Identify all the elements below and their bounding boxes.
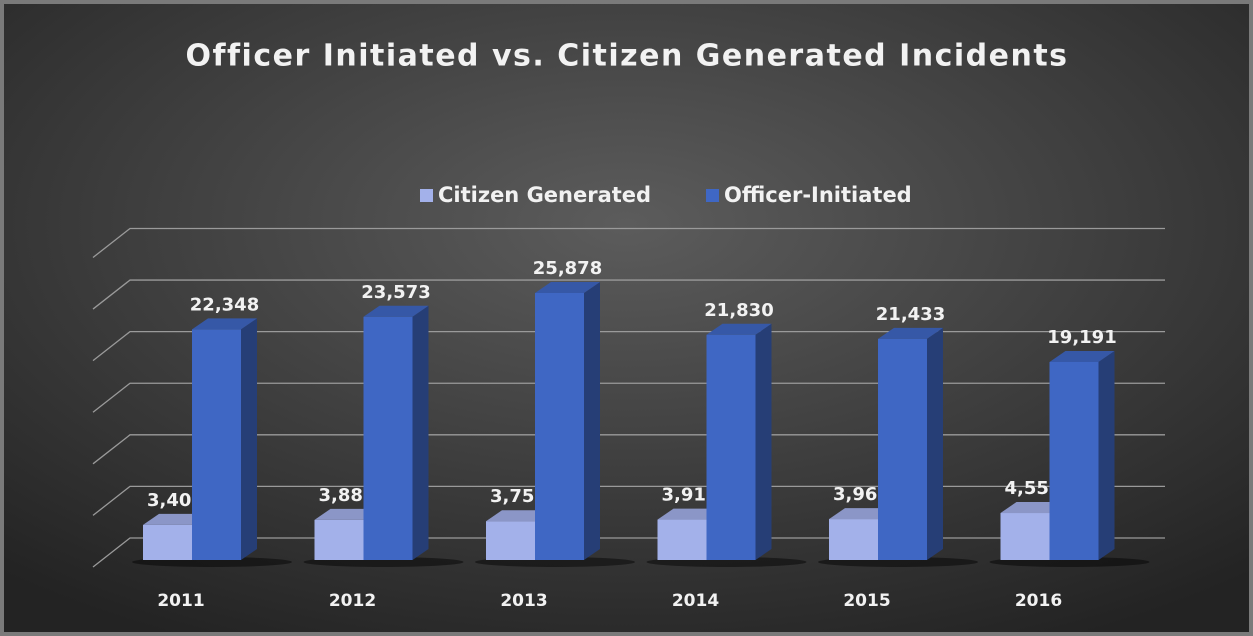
grid-line	[92, 434, 1165, 465]
data-label: 3,402	[147, 490, 204, 511]
legend-swatch	[706, 189, 719, 202]
data-label: 3,919	[662, 485, 719, 506]
bar-top	[1049, 350, 1115, 362]
x-tick-label: 2014	[672, 591, 719, 611]
bar-top	[143, 513, 208, 525]
bars: 3,402 22,348 2011 3,886 23,573 2012 3,759 25,87…	[132, 258, 1150, 611]
bar-front	[486, 521, 535, 560]
grid-line	[92, 382, 1165, 413]
grid-line	[92, 537, 1165, 568]
bar-front	[706, 334, 756, 560]
chart-title: Officer Initiated vs. Citizen Generated …	[185, 39, 1068, 74]
bar	[878, 327, 943, 560]
bar	[1049, 350, 1115, 560]
grid-line	[92, 227, 1165, 258]
bar-top	[706, 323, 772, 335]
bar-side	[927, 327, 943, 560]
data-label: 3,886	[319, 485, 376, 506]
data-label: 21,830	[704, 300, 773, 321]
x-tick-label: 2015	[843, 591, 890, 611]
bar-front	[829, 519, 878, 560]
bar-side	[1098, 350, 1115, 560]
legend-label: Citizen Generated	[438, 183, 651, 207]
bar-top	[314, 508, 380, 520]
legend: Citizen Generated Officer-Initiated	[420, 183, 912, 207]
grid-line	[92, 330, 1165, 362]
bar-top	[486, 510, 551, 522]
data-label: 25,878	[533, 258, 602, 279]
bar-top	[192, 318, 257, 330]
bar-front	[878, 338, 927, 560]
x-tick-label: 2016	[1015, 591, 1062, 611]
bar-top	[535, 282, 600, 293]
bar-side	[755, 323, 772, 560]
bar	[363, 305, 429, 560]
data-label: 3,759	[490, 486, 547, 507]
bar-top	[1000, 502, 1066, 514]
data-label: 22,348	[190, 294, 259, 315]
data-label: 3,966	[833, 484, 890, 505]
grid-line	[92, 279, 1165, 310]
grid-line	[92, 485, 1165, 516]
data-label: 4,553	[1005, 478, 1062, 499]
x-tick-label: 2012	[329, 591, 376, 611]
legend-label: Officer-Initiated	[724, 183, 912, 207]
x-tick-label: 2013	[500, 591, 547, 611]
x-tick-label: 2011	[157, 591, 204, 611]
legend-swatch	[420, 189, 433, 202]
bar-front	[535, 293, 584, 560]
bar-top	[363, 305, 429, 317]
bar-front	[657, 519, 707, 560]
bar-front	[1049, 361, 1099, 560]
bar-side	[412, 305, 429, 560]
data-label: 23,573	[361, 282, 430, 303]
data-label: 21,433	[876, 304, 945, 325]
bar-top	[878, 327, 943, 339]
bar-side	[584, 282, 600, 560]
data-label: 19,191	[1047, 327, 1116, 348]
bar-front	[363, 316, 413, 560]
bar-front	[1000, 513, 1050, 560]
bar-top	[657, 508, 723, 520]
bar	[706, 323, 772, 560]
grid	[92, 227, 1165, 568]
bar-front	[143, 524, 192, 560]
bar-top	[829, 508, 894, 520]
bar-front	[314, 519, 364, 560]
bar	[535, 282, 600, 560]
bar	[192, 318, 257, 560]
bar-front	[192, 329, 241, 560]
bar-side	[241, 318, 257, 560]
